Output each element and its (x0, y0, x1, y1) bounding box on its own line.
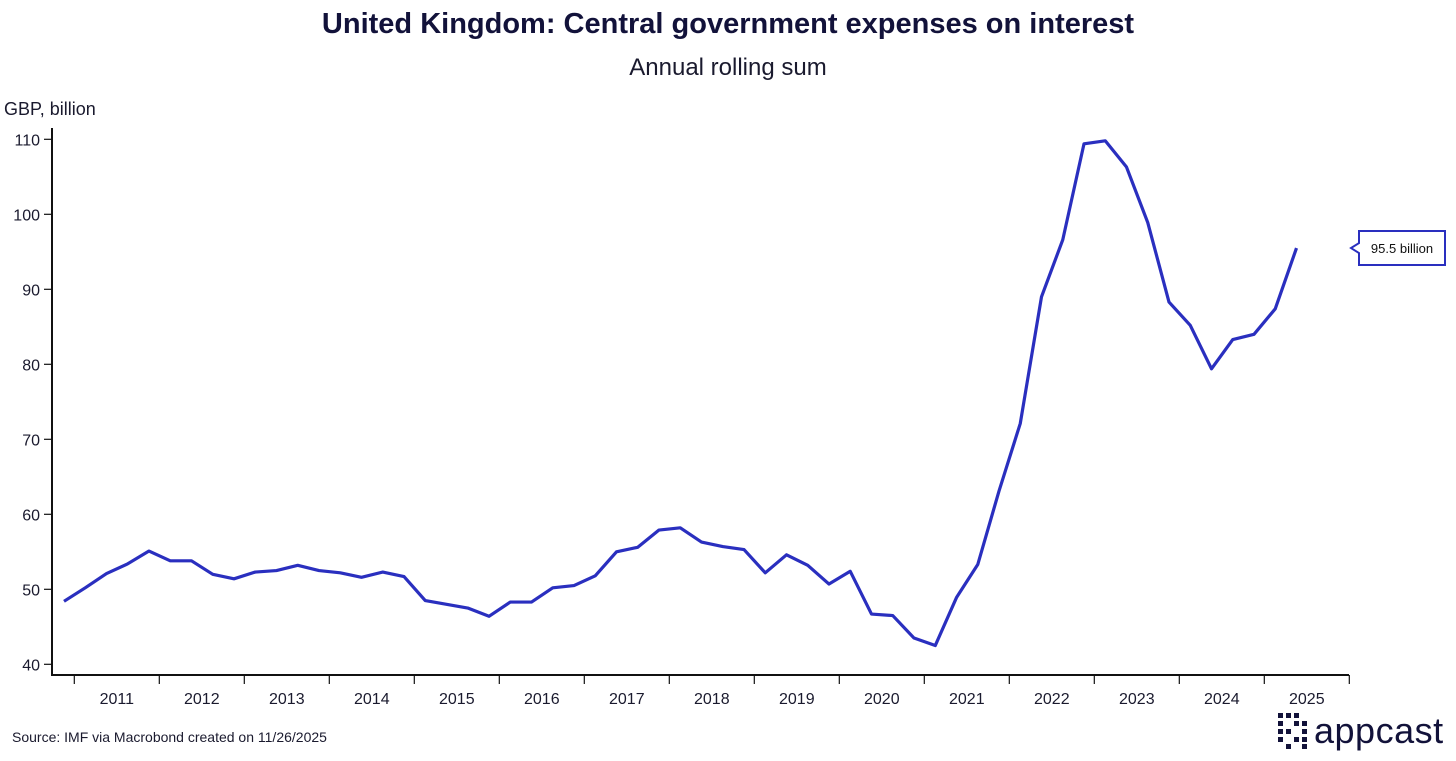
chart-title: United Kingdom: Central government expen… (321, 8, 1135, 40)
x-tick-label: 2015 (439, 691, 475, 708)
x-tick-label: 2011 (100, 691, 135, 708)
y-tick-label: 100 (13, 207, 40, 224)
y-tick-label: 60 (22, 507, 40, 524)
x-tick-label: 2025 (1289, 691, 1325, 708)
value-callout-box (1349, 230, 1446, 267)
x-tick-label: 2016 (524, 691, 560, 708)
logo-text: appcast (1314, 710, 1444, 751)
value-callout-label: 95.5 billion (1371, 241, 1433, 256)
x-tick-label: 2023 (1119, 691, 1155, 708)
logo-dots-icon (1278, 713, 1307, 749)
x-tick-label: 2020 (864, 691, 900, 708)
y-tick-label: 110 (14, 132, 40, 149)
source-note: Source: IMF via Macrobond created on 11/… (12, 729, 327, 745)
x-tick-label: 2014 (354, 691, 390, 708)
x-tick-label: 2021 (949, 691, 985, 708)
data-line (63, 139, 1299, 648)
y-tick-label: 70 (22, 432, 40, 449)
x-tick-label: 2012 (184, 691, 220, 708)
x-tick-label: 2022 (1034, 691, 1070, 708)
appcast-logo: appcast (1278, 710, 1444, 752)
y-tick-label: 50 (22, 582, 40, 599)
y-axis-label: GBP, billion (4, 99, 96, 119)
x-tick-label: 2013 (269, 691, 305, 708)
y-tick-label: 40 (22, 657, 40, 674)
x-tick-label: 2019 (779, 691, 815, 708)
x-tick-label: 2017 (609, 691, 645, 708)
y-tick-label: 80 (22, 357, 40, 374)
chart-subtitle: Annual rolling sum (629, 54, 827, 81)
x-tick-label: 2024 (1204, 691, 1240, 708)
x-tick-label: 2018 (694, 691, 730, 708)
y-tick-label: 90 (22, 282, 40, 299)
